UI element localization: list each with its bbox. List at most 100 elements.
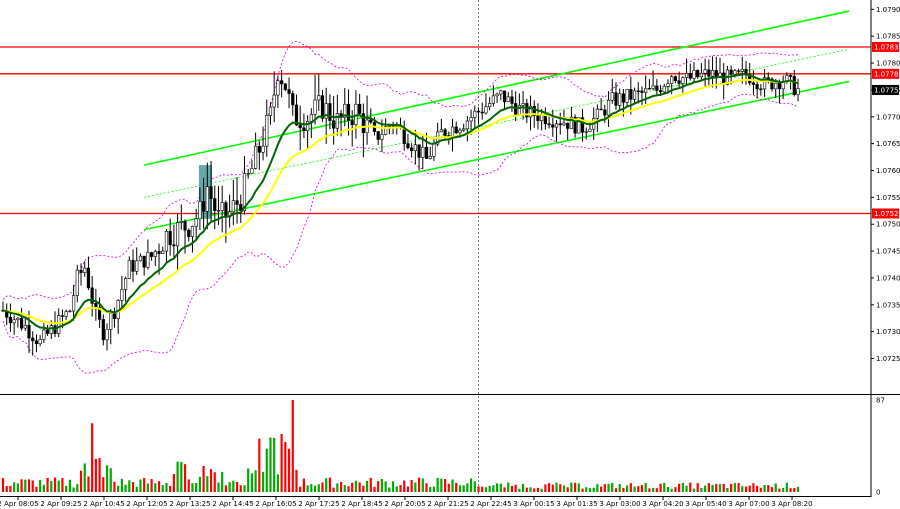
candle-body — [235, 200, 239, 205]
candle-body — [588, 128, 592, 132]
candle-body — [127, 260, 131, 279]
candle-body — [733, 70, 737, 75]
price-tick-label: 1.0765 — [876, 140, 900, 148]
candle-body — [64, 311, 68, 317]
candle-body — [688, 73, 692, 79]
candle-body — [250, 168, 254, 174]
price-tick-label: 1.0735 — [876, 301, 900, 309]
candle-body — [71, 295, 76, 312]
candle-body — [328, 103, 332, 122]
candle-body — [618, 93, 622, 106]
candle-body — [261, 145, 265, 153]
candle-body — [484, 106, 488, 114]
candle-body — [209, 186, 213, 199]
candle-body — [614, 92, 618, 106]
candle-body — [424, 146, 429, 159]
time-tick-label: 2 Apr 20:05 — [384, 500, 425, 508]
band-lower — [2, 93, 799, 374]
candle-body — [49, 325, 53, 334]
candle-body — [402, 127, 406, 144]
candle-body — [465, 120, 469, 130]
price-tick-label: 1.0725 — [876, 355, 900, 363]
candle-body — [510, 96, 514, 104]
candle-body — [584, 131, 588, 133]
candle-body — [142, 255, 146, 268]
candle-body — [332, 120, 336, 129]
time-tick-label: 3 Apr 01:35 — [556, 500, 597, 508]
candle-body — [94, 303, 98, 308]
volume-axis-ticks: 87 0 — [876, 397, 885, 497]
candle-body — [309, 114, 313, 122]
time-axis-labels: 2 Apr 08:05 2 Apr 09:25 2 Apr 10:45 2 Apr 1… — [0, 496, 813, 508]
candle-body — [19, 317, 24, 329]
candle-body — [38, 339, 42, 345]
candle-body — [625, 89, 629, 103]
candle-body — [554, 123, 559, 128]
candle-body — [358, 103, 362, 114]
candle-body — [291, 93, 295, 106]
candle-body — [257, 145, 261, 153]
candle-body — [220, 202, 224, 211]
candle-body — [350, 120, 354, 125]
candle-body — [216, 210, 221, 212]
candle-body — [751, 82, 756, 85]
candle-body — [443, 129, 447, 136]
candle-body — [276, 80, 280, 96]
time-tick-label: 2 Apr 10:45 — [83, 500, 124, 508]
candle-body — [748, 74, 752, 84]
candle-body — [495, 93, 499, 97]
volume-tick-label: 0 — [876, 489, 880, 497]
candle-body — [198, 201, 202, 220]
time-tick-label: 2 Apr 16:05 — [255, 500, 296, 508]
time-tick-label: 2 Apr 08:05 — [0, 500, 39, 508]
candle-body — [729, 69, 733, 75]
candle-body — [369, 119, 373, 123]
time-tick-label: 2 Apr 09:25 — [40, 500, 81, 508]
price-tag-label: 1.0778 — [874, 70, 899, 78]
candles — [1, 56, 800, 356]
candle-body — [595, 108, 599, 119]
candle-body — [231, 200, 235, 213]
price-tag-box — [872, 84, 899, 95]
channel-upper-line — [143, 10, 850, 166]
price-tick-label: 1.0740 — [876, 274, 900, 282]
candle-body — [287, 89, 291, 94]
candle-body — [86, 267, 91, 289]
candle-body — [68, 310, 72, 313]
time-tick-label: 2 Apr 21:25 — [427, 500, 468, 508]
moving-averages — [2, 73, 799, 330]
candle-body — [302, 127, 306, 132]
candle-body — [187, 229, 191, 237]
candle-body — [640, 90, 644, 93]
candle-body — [317, 95, 321, 101]
candle-body — [632, 90, 637, 100]
candle-body — [759, 88, 763, 90]
candle-body — [190, 226, 195, 237]
candle-body — [42, 329, 46, 340]
price-tick-label: 1.0780 — [876, 60, 900, 68]
band-upper — [2, 40, 799, 300]
candle-body — [313, 99, 317, 115]
time-tick-label: 2 Apr 14:45 — [212, 500, 253, 508]
time-tick-label: 3 Apr 05:40 — [685, 500, 726, 508]
candle-body — [12, 319, 16, 324]
candle-body — [31, 337, 35, 342]
candle-body — [60, 315, 65, 317]
candle-body — [112, 312, 117, 319]
candle-body — [343, 103, 347, 118]
candle-body — [335, 113, 339, 129]
candle-body — [101, 319, 105, 341]
candle-body — [696, 70, 700, 78]
candle-body — [606, 99, 611, 116]
price-tag-box — [872, 208, 899, 219]
candle-body — [380, 134, 384, 140]
candle-body — [703, 69, 707, 74]
candle-body — [146, 252, 150, 268]
candle-body — [280, 80, 284, 85]
candle-body — [454, 126, 458, 134]
candle-body — [268, 106, 273, 116]
price-tick-label: 1.0790 — [876, 6, 900, 14]
envelope-bands — [2, 40, 799, 374]
candle-body — [762, 77, 767, 90]
candle-body — [692, 70, 696, 79]
